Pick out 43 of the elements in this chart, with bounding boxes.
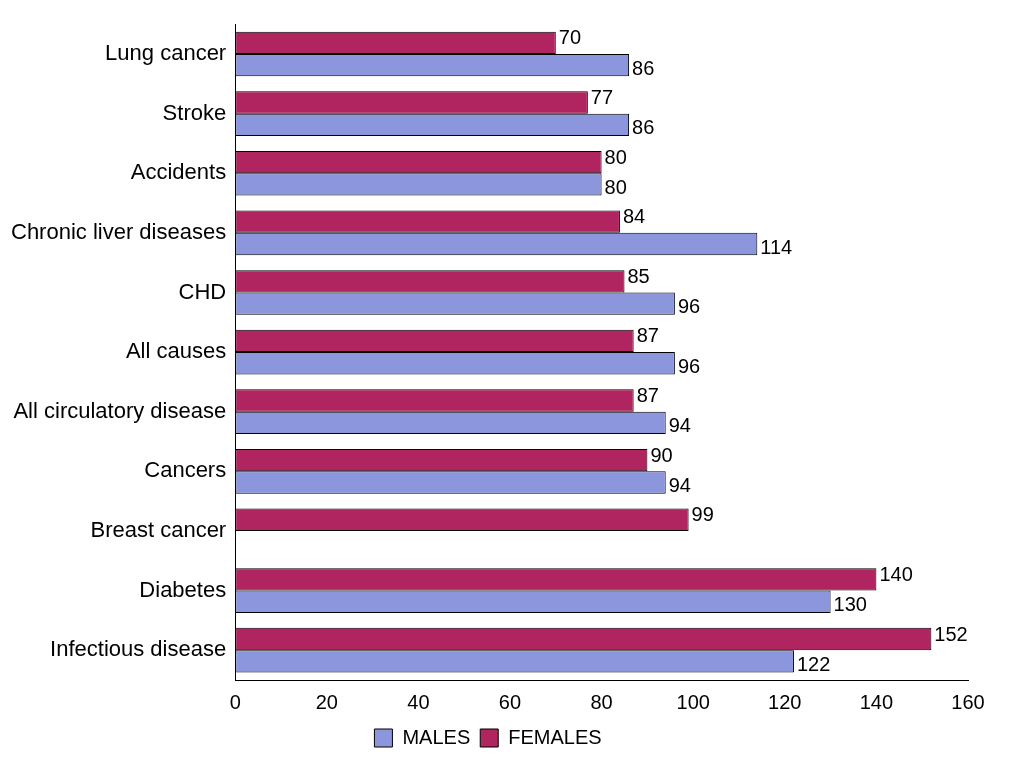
data-label: 90 (650, 443, 673, 466)
x-tick-label: 40 (407, 690, 430, 713)
data-label: 86 (632, 116, 655, 139)
x-tick-label: 20 (315, 690, 338, 713)
y-tick-label: Lung cancer (105, 40, 227, 66)
y-tick-label: Cancers (144, 457, 227, 483)
y-tick-label: Diabetes (139, 576, 227, 602)
x-tick-label: 0 (229, 690, 241, 713)
y-tick-label: Breast cancer (90, 517, 227, 543)
y-tick-label: All causes (125, 338, 227, 364)
data-label: 86 (632, 56, 655, 79)
data-label: 94 (668, 414, 691, 437)
x-tick-label: 80 (590, 690, 613, 713)
data-label: 80 (604, 175, 627, 198)
data-label: 96 (677, 354, 701, 377)
data-label: 114 (760, 235, 793, 258)
data-label: 94 (668, 474, 691, 497)
y-tick-label: Stroke (162, 99, 227, 125)
x-tick-label: 120 (768, 690, 802, 713)
data-label: 122 (796, 652, 831, 675)
y-tick-label: Accidents (130, 159, 227, 185)
x-tick-label: 160 (951, 690, 985, 713)
data-label: 77 (590, 85, 614, 108)
data-label: 84 (622, 205, 646, 228)
data-label: 85 (627, 264, 650, 287)
x-tick-label: 140 (859, 690, 894, 713)
data-label: 130 (833, 593, 867, 616)
data-label: 99 (691, 503, 714, 526)
x-tick-label: 60 (498, 690, 522, 713)
data-label: 80 (604, 145, 627, 168)
x-tick-label: 100 (676, 690, 710, 713)
data-label: 87 (636, 384, 659, 407)
legend-label: MALES (402, 725, 471, 748)
data-label: 70 (558, 26, 582, 49)
y-tick-label: Infectious disease (50, 636, 227, 662)
y-tick-label: All circulatory disease (13, 397, 227, 423)
legend-label: FEMALES (508, 725, 602, 748)
data-label: 152 (934, 622, 968, 645)
data-label: 140 (879, 562, 913, 585)
y-tick-label: Chronic liver diseases (11, 218, 227, 244)
y-tick-label: CHD (178, 278, 227, 304)
data-label: 87 (636, 324, 659, 347)
data-label: 96 (677, 295, 701, 318)
